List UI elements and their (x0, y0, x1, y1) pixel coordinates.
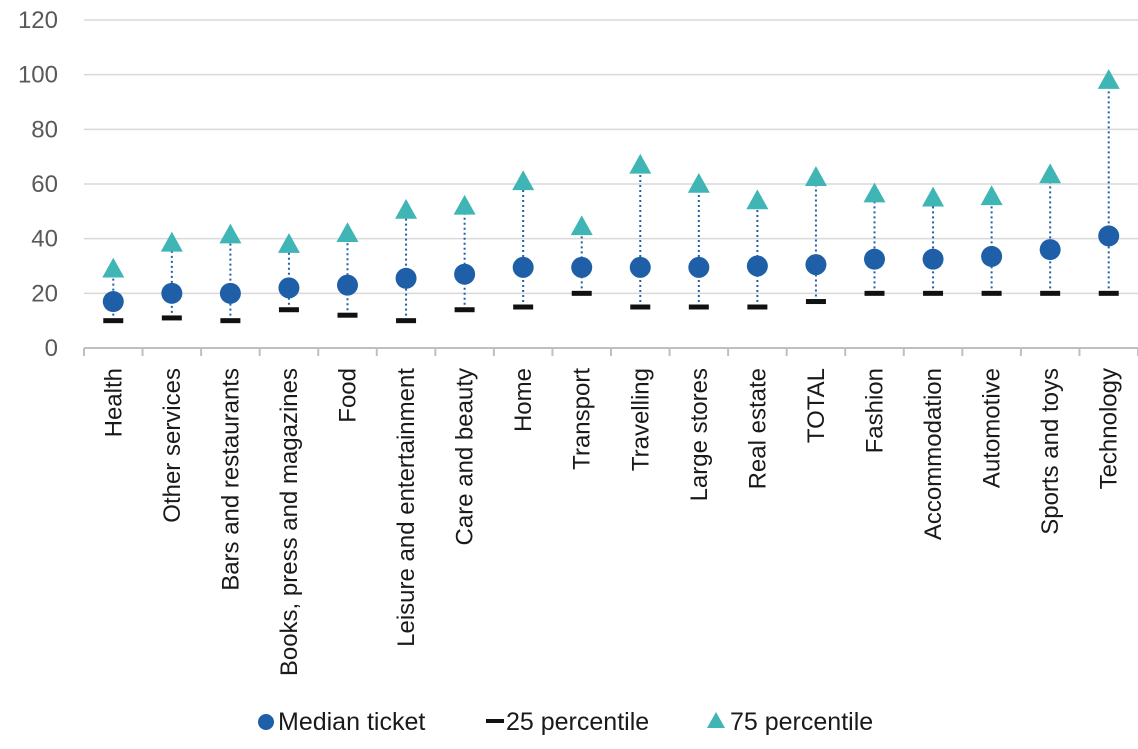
median-marker (981, 245, 1003, 267)
p25-marker (1040, 290, 1061, 296)
legend-dash-icon (486, 719, 504, 723)
category-label: Technology (1096, 368, 1123, 489)
p25-marker (337, 312, 358, 318)
median-marker (161, 282, 183, 304)
category-label: Food (335, 368, 362, 423)
legend-label: 75 percentile (730, 708, 873, 736)
median-marker (512, 256, 534, 278)
median-marker (278, 277, 300, 299)
median-marker (1039, 239, 1061, 261)
median-marker (219, 282, 241, 304)
p25-marker (513, 304, 534, 310)
p25-marker (630, 304, 651, 310)
p25-marker (805, 299, 826, 305)
legend-triangle-icon (707, 712, 725, 728)
p25-marker (454, 307, 475, 313)
p75-marker (277, 233, 300, 253)
p75-marker (395, 198, 418, 219)
p25-marker (864, 290, 885, 296)
median-marker (571, 256, 593, 278)
y-tick-label: 20 (31, 280, 58, 307)
p25-marker (278, 307, 299, 313)
category-label: Transport (569, 368, 596, 470)
p75-marker (512, 170, 535, 191)
legend-label: Median ticket (278, 708, 425, 736)
p75-marker (922, 186, 945, 207)
median-marker (746, 255, 768, 277)
p25-marker (747, 304, 768, 310)
category-label: TOTAL (803, 368, 830, 443)
legend-circle-icon (258, 714, 274, 730)
p25-marker (161, 315, 182, 321)
p75-marker (219, 223, 242, 244)
median-marker (1098, 225, 1120, 247)
category-label: Travelling (627, 368, 654, 471)
p75-marker (570, 215, 593, 236)
p75-marker (863, 182, 886, 203)
category-label: Sports and toys (1037, 368, 1064, 535)
category-label: Leisure and entertainment (393, 368, 420, 647)
connectors (112, 80, 1110, 321)
p75-marker (1039, 163, 1062, 184)
legend-item-p25: 25 percentile (486, 708, 649, 736)
p25-marker (688, 304, 709, 310)
p75-marker (336, 222, 359, 242)
category-label: Books, press and magazines (276, 368, 303, 676)
category-label: Bars and restaurants (217, 368, 244, 591)
y-tick-label: 100 (18, 62, 58, 89)
axes (83, 347, 1138, 356)
p75-marker (1097, 69, 1120, 89)
category-label: Other services (159, 368, 186, 523)
markers (102, 69, 1120, 324)
y-tick-label: 80 (31, 116, 58, 143)
gridlines (84, 19, 1138, 295)
p25-marker (1098, 290, 1119, 296)
median-marker (688, 256, 710, 278)
category-label: Automotive (979, 368, 1006, 488)
legend-item-p75: 75 percentile (707, 708, 873, 736)
p25-marker (220, 318, 241, 324)
p25-marker (571, 290, 592, 296)
category-label: Large stores (686, 368, 713, 501)
category-label: Health (100, 368, 127, 437)
y-tick-label: 0 (45, 335, 58, 362)
legend: Median ticket 25 percentile 75 percentile (258, 708, 873, 736)
p25-marker (396, 318, 417, 324)
p75-marker (102, 257, 125, 278)
labels: 0 20 40 60 80 100 120 Health Other services Bars … (18, 7, 1123, 676)
category-label: Real estate (744, 368, 771, 489)
p75-marker (804, 166, 827, 186)
category-label: Fashion (862, 368, 889, 453)
median-marker (805, 254, 827, 276)
legend-label: 25 percentile (506, 708, 649, 736)
p75-marker (160, 231, 183, 252)
median-marker (864, 248, 885, 270)
median-marker (395, 267, 417, 289)
median-marker (102, 291, 124, 313)
median-marker (337, 274, 358, 296)
median-marker (922, 248, 944, 270)
p75-marker (629, 153, 652, 174)
p25-marker (923, 290, 944, 296)
p75-marker (687, 173, 710, 193)
category-label: Care and beauty (452, 368, 479, 545)
median-marker (454, 263, 476, 285)
p75-marker (746, 189, 769, 210)
p75-marker (980, 185, 1003, 206)
y-tick-label: 60 (31, 171, 58, 198)
legend-item-median: Median ticket (258, 708, 425, 736)
p75-marker (453, 194, 476, 215)
y-tick-label: 40 (31, 226, 58, 253)
p25-marker (981, 290, 1002, 296)
median-marker (629, 256, 651, 278)
p25-marker (103, 318, 124, 324)
category-label: Home (510, 368, 537, 432)
y-tick-label: 120 (18, 7, 58, 34)
category-label: Accommodation (920, 368, 947, 540)
